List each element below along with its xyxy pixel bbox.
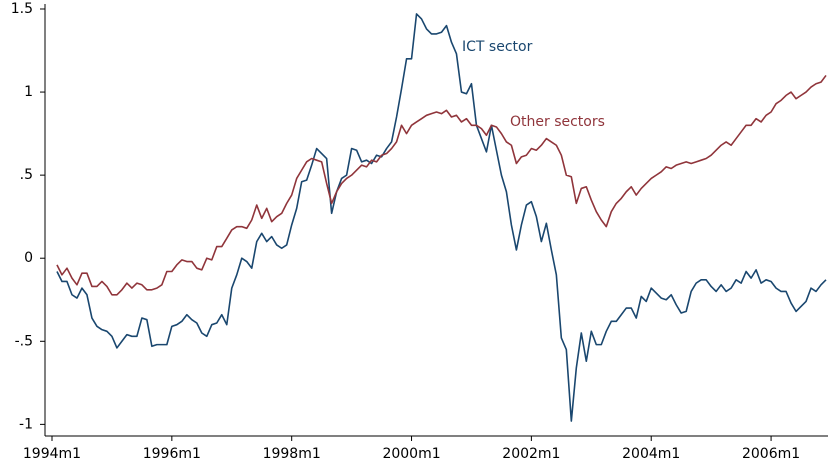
x-tick-label: 2002m1 bbox=[502, 446, 560, 462]
x-tick-label: 1998m1 bbox=[263, 446, 321, 462]
x-tick-label: 1996m1 bbox=[143, 446, 201, 462]
series-label: ICT sector bbox=[462, 39, 533, 55]
x-tick-label: 2006m1 bbox=[742, 446, 800, 462]
x-tick-label: 2004m1 bbox=[622, 446, 680, 462]
x-tick-label: 1994m1 bbox=[23, 446, 81, 462]
series-line bbox=[56, 74, 827, 296]
y-tick-label: 1 bbox=[24, 84, 33, 100]
y-tick-label: .5 bbox=[20, 167, 33, 183]
y-tick-label: -.5 bbox=[15, 333, 33, 349]
x-tick-label: 2000m1 bbox=[382, 446, 440, 462]
y-tick-label: 0 bbox=[24, 250, 33, 266]
y-tick-label: -1 bbox=[19, 416, 33, 432]
y-tick-label: 1.5 bbox=[11, 1, 33, 17]
series-line bbox=[56, 13, 827, 422]
series-label: Other sectors bbox=[510, 114, 605, 130]
